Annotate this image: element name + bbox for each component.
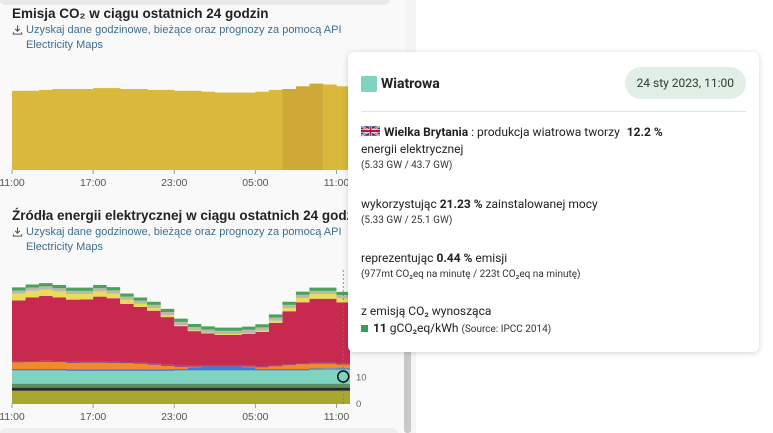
source-area-layer[interactable] — [12, 289, 350, 335]
emission-bar[interactable] — [160, 89, 175, 170]
emission-bar[interactable] — [174, 90, 189, 170]
emission-bar[interactable] — [39, 89, 53, 170]
emission-detail: (977mt CO₂eq na minutę / 223t CO₂eq na m… — [361, 269, 581, 280]
production-tail: energii elektrycznej — [361, 142, 464, 156]
download-icon — [12, 25, 23, 35]
production-detail: (5.33 GW / 43.7 GW) — [361, 160, 453, 171]
emission-bar[interactable] — [79, 89, 94, 170]
download-icon — [12, 227, 23, 237]
emission-prefix: reprezentując — [361, 251, 434, 265]
capacity-prefix: wykorzystując — [361, 197, 437, 211]
emission-bar[interactable] — [255, 91, 270, 170]
intensity-unit: gCO₂eq/kWh — [389, 321, 459, 335]
emission-suffix: emisji — [475, 251, 508, 265]
carbon-intensity-block: z emisją CO₂ wynosząca 11 gCO₂eq/kWh (So… — [361, 303, 746, 338]
emission-percentage: 0.44 % — [436, 251, 473, 265]
source-area-layer[interactable] — [12, 283, 350, 331]
emissions-bar-chart[interactable]: 11:00 17:00 23:00 05:00 11:00 — [0, 68, 406, 192]
hover-marker[interactable] — [336, 370, 350, 383]
capacity-detail: (5.33 GW / 25.1 GW) — [361, 215, 453, 226]
uk-flag-icon — [361, 125, 380, 137]
source-area-layer[interactable] — [12, 383, 350, 388]
emission-bar[interactable] — [309, 83, 324, 170]
tooltip-date-badge: 24 sty 2023, 11:00 — [624, 67, 746, 99]
y-tick-label: 10 — [356, 373, 367, 384]
intensity-prefix: z emisją CO₂ wynosząca — [361, 304, 492, 318]
emission-bar[interactable] — [214, 92, 229, 170]
emission-bar[interactable] — [241, 92, 256, 170]
capacity-suffix: zainstalowanej mocy — [485, 197, 598, 211]
x-tick-label: 05:00 — [242, 411, 268, 423]
x-tick-label: 23:00 — [161, 411, 187, 423]
emission-bar[interactable] — [295, 86, 310, 170]
previous-card-edge — [0, 0, 390, 5]
source-color-swatch — [361, 76, 377, 92]
x-tick-label: 11:00 — [0, 411, 25, 423]
emission-bar[interactable] — [322, 84, 337, 171]
emission-bar[interactable] — [25, 90, 40, 170]
intensity-value: 11 — [373, 321, 387, 335]
x-tick-label: 11:00 — [0, 177, 25, 189]
tooltip-source-title: Wiatrowa — [381, 76, 440, 92]
sources-download-line-2[interactable]: Electricity Maps — [26, 241, 104, 253]
source-area-layer[interactable] — [12, 387, 350, 391]
emission-share-block: reprezentując 0.44 % emisji (977mt CO₂eq… — [361, 250, 746, 283]
source-area-layer[interactable] — [12, 366, 350, 371]
y-tick-label: 0 — [356, 399, 361, 410]
emission-bar[interactable] — [12, 90, 26, 170]
x-tick-label: 11:00 — [324, 177, 350, 189]
emission-bar[interactable] — [201, 91, 216, 170]
production-share-block: Wielka Brytania : produkcja wiatrowa two… — [361, 124, 746, 174]
tooltip-divider — [361, 111, 746, 112]
emission-bar[interactable] — [133, 89, 148, 170]
source-area-layer[interactable] — [12, 295, 350, 367]
country-name: Wielka Brytania — [384, 125, 469, 139]
sources-chart-title: Źródła energii elektrycznej w ciągu osta… — [12, 208, 366, 223]
sources-area-chart[interactable]: 0 10 11:00 17:00 23:00 05:00 11:00 — [0, 266, 406, 424]
emission-bar[interactable] — [187, 90, 202, 170]
capacity-percentage: 21.23 % — [439, 197, 483, 211]
emission-bar[interactable] — [66, 89, 80, 170]
production-percentage: 12.2 % — [626, 125, 663, 139]
emission-bar[interactable] — [120, 89, 134, 170]
source-area-layer[interactable] — [12, 390, 350, 404]
intensity-source: (Source: IPCC 2014) — [461, 324, 552, 335]
x-tick-label: 11:00 — [324, 411, 350, 423]
x-tick-label: 17:00 — [80, 177, 106, 189]
emission-bar[interactable] — [228, 92, 243, 170]
emissions-download-line-2[interactable]: Electricity Maps — [26, 39, 104, 51]
next-card-edge — [0, 428, 398, 433]
co2-intensity-swatch — [361, 325, 368, 332]
emission-bar[interactable] — [52, 89, 67, 170]
emission-bar[interactable] — [147, 89, 162, 170]
x-tick-label: 05:00 — [242, 177, 268, 189]
x-tick-label: 23:00 — [161, 177, 187, 189]
source-area-layer[interactable] — [12, 361, 350, 370]
left-panel: Emisja CO₂ w ciągu ostatnich 24 godzin U… — [0, 0, 406, 433]
emission-bar[interactable] — [282, 89, 297, 170]
capacity-block: wykorzystując 21.23 % zainstalowanej moc… — [361, 196, 746, 229]
emissions-chart-title: Emisja CO₂ w ciągu ostatnich 24 godzin — [12, 6, 269, 21]
source-area-layer[interactable] — [12, 369, 350, 384]
emissions-download-line-1[interactable]: Uzyskaj dane godzinowe, bieżące oraz pro… — [26, 24, 342, 36]
source-area-layer[interactable] — [12, 286, 350, 335]
emission-bar[interactable] — [93, 88, 107, 170]
production-text: : produkcja wiatrowa tworzy — [471, 125, 620, 139]
sources-download-link[interactable]: Uzyskaj dane godzinowe, bieżące oraz pro… — [12, 225, 342, 255]
production-tooltip: Wiatrowa 24 sty 2023, 11:00 Wielka Bryta… — [348, 52, 759, 352]
source-area-layer[interactable] — [12, 360, 350, 368]
emissions-download-link[interactable]: Uzyskaj dane godzinowe, bieżące oraz pro… — [12, 23, 342, 53]
emission-bar[interactable] — [106, 88, 121, 170]
emission-bar[interactable] — [268, 89, 283, 170]
sources-download-line-1[interactable]: Uzyskaj dane godzinowe, bieżące oraz pro… — [26, 226, 342, 238]
emission-bar[interactable] — [336, 86, 351, 170]
x-tick-label: 17:00 — [80, 411, 106, 423]
